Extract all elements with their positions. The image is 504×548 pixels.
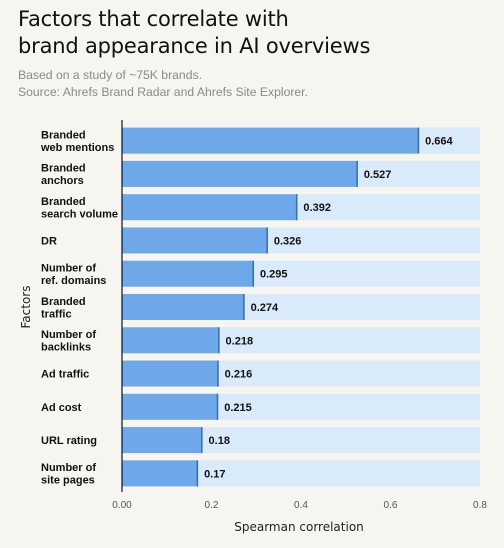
- category-label: Branded traffic: [41, 296, 86, 321]
- bar: [122, 427, 203, 454]
- data-label: 0.216: [225, 369, 253, 381]
- category-label-line: Number of: [41, 329, 96, 341]
- data-label: 0.17: [204, 468, 225, 480]
- category-label-line: anchors: [41, 175, 84, 187]
- category-label-line: Branded: [41, 129, 86, 141]
- chart-subtitle: Based on a study of ~75K brands. Source:…: [18, 67, 498, 101]
- category-label: Number of backlinks: [41, 329, 96, 354]
- category-label-line: site pages: [41, 475, 95, 487]
- bar: [122, 393, 219, 420]
- category-label-line: Branded: [41, 296, 86, 308]
- category-label: DR: [41, 235, 57, 247]
- category-label: Number of site pages: [41, 462, 96, 487]
- bar: [122, 160, 358, 187]
- bar-edge: [295, 194, 298, 221]
- data-label: 0.218: [226, 335, 254, 347]
- category-label-line: Number of: [41, 262, 96, 274]
- y-axis-title: Factors: [19, 286, 33, 329]
- x-tick-label: 0.00: [112, 500, 132, 511]
- category-label-line: backlinks: [41, 342, 91, 354]
- category-label: Branded anchors: [41, 163, 86, 188]
- x-axis-title: Spearman correlation: [234, 520, 364, 534]
- category-label-line: Number of: [41, 462, 96, 474]
- bar: [122, 260, 255, 287]
- bar: [122, 194, 298, 221]
- x-tick-label: 0.4: [294, 500, 308, 511]
- category-label: Branded web mentions: [40, 129, 114, 154]
- category-label: Ad cost: [41, 402, 82, 414]
- bar-edge: [356, 160, 358, 187]
- category-label-line: DR: [41, 235, 57, 247]
- bar: [122, 460, 199, 487]
- category-label-line: search volume: [41, 208, 118, 220]
- chart-title-line-1: Factors that correlate with: [18, 7, 289, 31]
- bar: [122, 294, 245, 320]
- category-label-line: ref. domains: [41, 275, 106, 287]
- bar-edge: [217, 360, 219, 387]
- bar: [122, 127, 420, 154]
- data-label: 0.295: [260, 269, 288, 281]
- bar: [122, 360, 219, 387]
- bar-edge: [201, 427, 203, 454]
- data-label: 0.527: [364, 169, 392, 181]
- data-label: 0.274: [251, 302, 279, 314]
- bar-edge: [252, 260, 255, 287]
- category-label-line: Branded: [41, 163, 86, 175]
- category-label-line: Branded: [41, 196, 86, 208]
- category-label-line: Ad traffic: [41, 369, 89, 381]
- category-label-line: URL rating: [41, 435, 97, 447]
- category-label: Ad traffic: [41, 369, 89, 381]
- chart-subtitle-line-1: Based on a study of ~75K brands.: [18, 68, 202, 82]
- x-tick-label: 0.2: [205, 500, 219, 511]
- category-label-line: Ad cost: [41, 402, 82, 414]
- data-label: 0.326: [274, 235, 302, 247]
- bar-edge: [417, 127, 420, 154]
- bar-edge: [216, 393, 219, 420]
- x-tick-label: 0.6: [384, 500, 398, 511]
- bar-edge: [243, 294, 245, 320]
- data-label: 0.392: [303, 202, 331, 214]
- x-tick-label: 0.8: [473, 500, 487, 511]
- bar: [122, 327, 220, 354]
- bar-edge: [218, 327, 220, 354]
- bar-edge: [266, 227, 268, 254]
- data-label: 0.215: [224, 402, 252, 414]
- bar-edge: [196, 460, 199, 487]
- chart-title-line-2: brand appearance in AI overviews: [18, 34, 371, 58]
- data-label: 0.664: [425, 136, 453, 148]
- category-label: URL rating: [41, 435, 97, 447]
- chart-title: Factors that correlate with brand appear…: [18, 6, 498, 60]
- data-label: 0.18: [209, 435, 230, 447]
- chart-subtitle-line-2: Source: Ahrefs Brand Radar and Ahrefs Si…: [18, 85, 308, 99]
- category-label-line: traffic: [41, 308, 72, 320]
- bar: [122, 227, 268, 254]
- category-label: Number of ref. domains: [41, 262, 106, 287]
- category-label: Branded search volume: [41, 196, 118, 221]
- category-label-line: web mentions: [40, 142, 114, 154]
